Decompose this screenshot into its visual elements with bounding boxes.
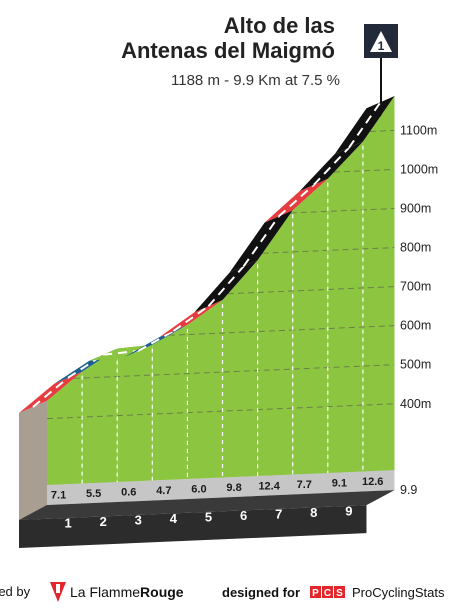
elevation-gridline bbox=[334, 168, 395, 173]
elevation-tick-label: 1000m bbox=[400, 162, 438, 176]
elevation-gridline bbox=[73, 364, 395, 379]
profile-fill-segment bbox=[187, 299, 223, 479]
profile-walls bbox=[19, 400, 47, 542]
gradient-ribbon-segment bbox=[194, 260, 258, 313]
km-tick-label: 9 bbox=[345, 504, 352, 519]
gradient-label: 6.0 bbox=[191, 483, 206, 495]
km-tick-label: 7 bbox=[275, 507, 282, 522]
ribbon-centerline bbox=[313, 147, 350, 186]
profile-fill-layer bbox=[47, 96, 395, 485]
pcs-logo-letter: S bbox=[336, 588, 343, 599]
flamme-rouge-logo-mark bbox=[56, 584, 60, 593]
elevation-tick-label: 1100m bbox=[400, 123, 437, 137]
gradient-ribbon-segment bbox=[299, 141, 363, 191]
gradient-label: 9.1 bbox=[332, 477, 347, 489]
gradient-label: 9.8 bbox=[226, 482, 241, 494]
gradient-label: 5.5 bbox=[86, 488, 101, 500]
gradient-ribbon-segment bbox=[334, 96, 395, 154]
mountain-category-icon bbox=[370, 31, 392, 52]
elevation-gridlines bbox=[46, 129, 395, 420]
pcs-logo-box bbox=[310, 586, 321, 598]
km-tick-label: 5 bbox=[205, 510, 212, 525]
pcs-logo-letter: C bbox=[324, 588, 331, 599]
km-tick-labels: 1 2 3 4 5 6 7 8 9 bbox=[64, 504, 352, 531]
gradient-ribbon bbox=[19, 96, 395, 414]
elevation-tick-label: 500m bbox=[400, 358, 431, 372]
title-line-1: Alto de las bbox=[224, 13, 335, 38]
pcs-logo-box bbox=[334, 586, 345, 598]
elevation-gridline bbox=[262, 247, 395, 254]
km-marker-lines bbox=[81, 145, 364, 504]
profile-fill-segment bbox=[362, 96, 395, 472]
gradient-label: 12.4 bbox=[258, 480, 280, 492]
elevation-gridline bbox=[227, 286, 395, 295]
brand-name-bold: Rouge bbox=[140, 584, 184, 600]
gradient-label: 0.6 bbox=[121, 486, 136, 498]
elevation-tick-label: 400m bbox=[400, 397, 431, 411]
elevation-tick-label: 700m bbox=[400, 280, 431, 294]
elevation-tick-labels: 400m 500m 600m 700m 800m 900m 1000m 1100m bbox=[400, 123, 438, 410]
km-tick-label: 6 bbox=[240, 508, 247, 523]
elevation-tick-label: 600m bbox=[400, 319, 431, 333]
elevation-gridline bbox=[290, 208, 395, 214]
profile-fill-segment bbox=[292, 178, 328, 475]
km-tick-label: 3 bbox=[135, 513, 142, 528]
km-tick-label: 4 bbox=[170, 511, 178, 526]
ribbon-centerline bbox=[278, 184, 315, 218]
gradient-labels: 7.1 5.5 0.6 4.7 6.0 9.8 12.4 7.7 9.1 12.6 bbox=[51, 476, 384, 501]
km-tick-label: 1 bbox=[64, 516, 71, 531]
km-tick-label: 2 bbox=[100, 514, 107, 529]
elevation-tick-label: 900m bbox=[400, 202, 431, 216]
end-distance-label: 9.9 bbox=[400, 483, 417, 497]
pcs-logo-box bbox=[322, 586, 333, 598]
ribbon-centerline bbox=[103, 349, 139, 356]
ribbon-centerline bbox=[348, 101, 382, 149]
elevation-gridline bbox=[369, 129, 395, 132]
ribbon-centerline bbox=[32, 376, 69, 408]
elevation-gridline bbox=[46, 403, 395, 420]
profile-start-wall bbox=[19, 400, 47, 542]
footer-credit-prefix: red by bbox=[0, 584, 31, 599]
ribbon-centerline bbox=[242, 215, 280, 267]
gradient-label: 4.7 bbox=[156, 485, 171, 497]
gradient-label: 7.7 bbox=[297, 479, 312, 491]
gradient-label: 7.1 bbox=[51, 489, 66, 501]
designed-for-label: designed for bbox=[222, 585, 300, 600]
profile-fill-segment bbox=[152, 324, 188, 481]
category-badge: 1 bbox=[364, 24, 398, 128]
distance-axis-band bbox=[19, 470, 395, 548]
profile-fill-segment bbox=[117, 344, 153, 482]
elevation-gridline bbox=[169, 325, 395, 336]
footer: red by La FlammeRouge designed for PCS P… bbox=[0, 582, 445, 602]
profile-fill-segment bbox=[327, 141, 363, 473]
km-tick-label: 8 bbox=[310, 505, 317, 520]
ribbon-centerline bbox=[207, 265, 245, 307]
brand-name-regular: La Flamme bbox=[70, 584, 140, 600]
title-line-2: Antenas del Maigmó bbox=[121, 38, 335, 63]
profile-fill-segment bbox=[47, 371, 83, 485]
flamme-rouge-brand: La FlammeRouge bbox=[70, 584, 184, 600]
pcs-logo-letter: P bbox=[312, 588, 319, 599]
climb-subtitle: 1188 m - 9.9 Km at 7.5 % bbox=[171, 72, 340, 89]
distance-base-band bbox=[19, 490, 395, 520]
elevation-tick-label: 800m bbox=[400, 241, 431, 255]
badge-category-label: 1 bbox=[378, 39, 385, 53]
gradient-label-strip bbox=[47, 470, 395, 505]
distance-base-front bbox=[19, 505, 367, 548]
profile-fill-segment bbox=[222, 260, 258, 478]
profile-fill-segment bbox=[257, 210, 293, 476]
ribbon-centerline bbox=[137, 330, 174, 352]
ribbon-centerline bbox=[172, 305, 210, 332]
procyclingstats-link[interactable]: ProCyclingStats bbox=[352, 585, 445, 600]
gradient-label: 12.6 bbox=[362, 476, 383, 488]
